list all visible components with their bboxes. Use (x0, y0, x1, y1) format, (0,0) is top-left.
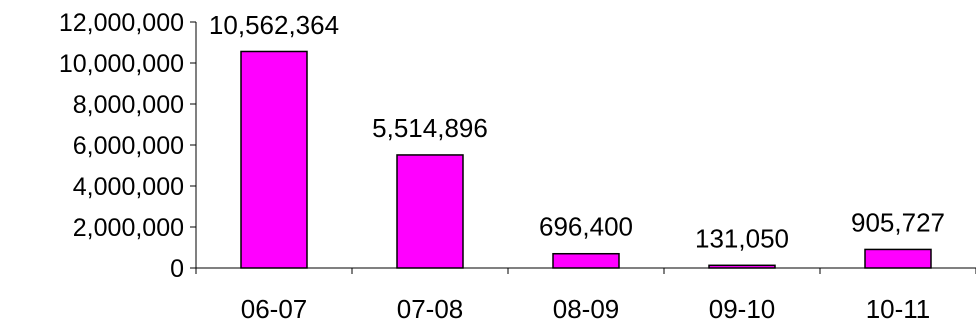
y-tick-label: 0 (170, 255, 184, 283)
chart-bars (240, 50, 932, 269)
x-tick-label: 07-08 (397, 294, 464, 324)
x-tick-label: 08-09 (553, 294, 620, 324)
data-label: 905,727 (851, 207, 945, 237)
y-tick-label: 8,000,000 (73, 91, 184, 119)
bar-09-10 (708, 264, 776, 269)
data-label: 10,562,364 (209, 10, 339, 40)
y-tick-label: 6,000,000 (73, 132, 184, 160)
x-tick-label: 10-11 (866, 294, 931, 324)
bar-10-11 (864, 248, 932, 269)
bar-07-08 (396, 154, 464, 269)
y-tick-label: 10,000,000 (59, 50, 184, 78)
y-tick-label: 4,000,000 (73, 173, 184, 201)
chart-labels: 06-07 10,562,364 07-08 5,514,896 08-09 696,40… (209, 10, 945, 324)
data-label: 131,050 (695, 223, 789, 253)
x-tick-label: 06-07 (241, 294, 308, 324)
chart-axes: 0 2,000,000 4,000,000 6,000,000 8,000,000 10,… (59, 9, 976, 283)
y-tick-label: 2,000,000 (73, 214, 184, 242)
bar-06-07 (240, 50, 308, 269)
data-label: 5,514,896 (372, 113, 488, 143)
data-label: 696,400 (539, 212, 633, 242)
y-tick-label: 12,000,000 (59, 9, 184, 37)
bar-08-09 (552, 252, 620, 269)
x-tick-label: 09-10 (709, 294, 776, 324)
